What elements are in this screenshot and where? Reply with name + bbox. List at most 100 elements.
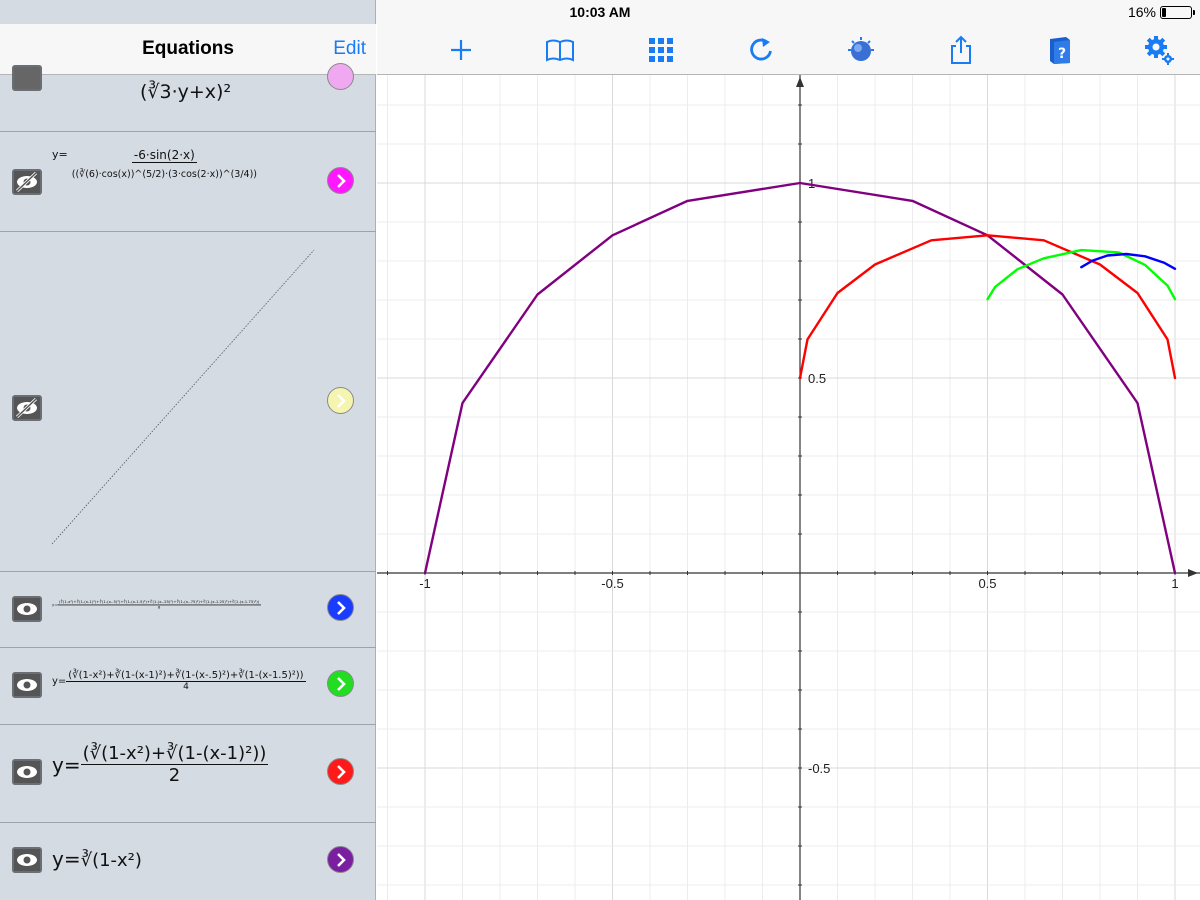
equation-fraction: (∛(1-x²)+∛(1-(x-1)²)+∛(1-(x-.5)²)+∛(1-(x… [57, 600, 261, 610]
y-tick-label: 0.5 [808, 371, 826, 386]
keypad-button[interactable] [643, 32, 679, 68]
visibility-toggle[interactable] [12, 596, 42, 622]
equation-text: (∛3·y+x)² [140, 81, 231, 103]
library-button[interactable] [542, 32, 578, 68]
reset-view-button[interactable] [743, 32, 779, 68]
battery-icon [1160, 5, 1195, 19]
eye-off-icon [14, 171, 40, 193]
graph-toolbar: ? [377, 24, 1200, 75]
equation-numerator: -6·sin(2·x) [131, 148, 197, 163]
equation-row[interactable]: y=∛(1-x²) [0, 823, 376, 900]
equations-nav-bar: Equations Edit [0, 24, 376, 75]
equation-text: y= (∛(1-x²)+∛(1-(x-1)²)+∛(1-(x-.5)²)+∛(1… [52, 670, 306, 692]
visibility-toggle[interactable] [12, 847, 42, 873]
eye-off-icon [14, 67, 40, 89]
visibility-toggle[interactable] [12, 672, 42, 698]
grid-icon [649, 38, 673, 62]
equation-row[interactable]: y= (∛(1-x²)+∛(1-(x-1)²)+∛(1-(x-.5)²)+∛(1… [0, 572, 376, 648]
help-book-icon: ? [1050, 37, 1070, 64]
equation-denominator: 8 [157, 605, 161, 610]
equation-row[interactable]: y= (∛(1-x²)+∛(1-(x-1)²)+∛(1-(x-.5)²)+∛(1… [0, 648, 376, 725]
equation-row[interactable] [0, 232, 376, 572]
x-tick-label: -1 [419, 576, 431, 591]
equation-fraction: -6·sin(2·x) ((∛(6)·cos(x))^(5/2)·(3·cos(… [70, 148, 259, 180]
equations-title: Equations [142, 38, 234, 59]
equation-row[interactable]: y= -6·sin(2·x) ((∛(6)·cos(x))^(5/2)·(3·c… [0, 132, 376, 232]
equation-prefix: y= [52, 602, 58, 608]
equations-panel: Equations Edit (∛3·y+x)² y= -6·sin(2·x) [0, 0, 376, 900]
equation-prefix: y= [52, 675, 67, 687]
equation-numerator: ∛(1-x²) [80, 850, 142, 871]
edit-equation-button[interactable] [327, 846, 354, 873]
add-equation-button[interactable] [443, 32, 479, 68]
share-button[interactable] [943, 32, 979, 68]
y-tick-label: 1 [808, 176, 815, 191]
equation-numerator: (∛(1-x²)+∛(1-(x-1)²)+∛(1-(x-.5)²)+∛(1-(x… [66, 670, 306, 682]
x-tick-label: 0.5 [978, 576, 996, 591]
equation-row[interactable]: (∛3·y+x)² [0, 63, 376, 132]
x-axis-arrow [1188, 569, 1198, 577]
edit-equation-button[interactable] [327, 167, 354, 194]
help-button[interactable]: ? [1042, 32, 1078, 68]
eye-icon [14, 761, 40, 783]
edit-equation-button[interactable] [327, 670, 354, 697]
chevron-right-icon [336, 676, 346, 691]
chevron-right-icon [336, 600, 346, 615]
edit-equation-button[interactable] [327, 387, 354, 414]
3d-view-button[interactable] [843, 32, 879, 68]
chevron-right-icon [336, 393, 346, 408]
battery-level [1162, 7, 1166, 17]
series-line-0 [423, 181, 1177, 575]
chevron-right-icon [336, 852, 346, 867]
equation-row[interactable]: y= (∛(1-x²)+∛(1-(x-1)²)) 2 [0, 725, 376, 823]
equation-numerator: (∛(1-x²)+∛(1-(x-1)²)) [80, 743, 269, 765]
equation-denominator: 2 [168, 765, 181, 786]
equation-numerator: (∛3·y+x)² [140, 81, 232, 103]
svg-text:?: ? [1058, 46, 1066, 62]
equation-numerator: (∛(1-x²)+∛(1-(x-1)²)+∛(1-(x-.5)²)+∛(1-(x… [57, 600, 261, 606]
equation-prefix: y= [52, 847, 81, 871]
visibility-toggle[interactable] [12, 395, 42, 421]
settings-icon [1145, 36, 1174, 65]
equation-prefix: y= [52, 148, 68, 161]
settings-button[interactable] [1141, 32, 1177, 68]
visibility-toggle[interactable] [12, 169, 42, 195]
plus-icon [451, 40, 471, 60]
refresh-icon [750, 38, 772, 61]
equation-text: y= (∛(1-x²)+∛(1-(x-1)²)) 2 [52, 743, 269, 786]
x-tick-label: -0.5 [601, 576, 623, 591]
eye-off-icon [14, 397, 40, 419]
equation-text: y= (∛(1-x²)+∛(1-(x-1)²)+∛(1-(x-.5)²)+∛(1… [52, 600, 261, 610]
equation-text: y= -6·sin(2·x) ((∛(6)·cos(x))^(5/2)·(3·c… [52, 148, 259, 180]
eye-icon [14, 598, 40, 620]
series-line-2 [986, 248, 1177, 301]
equation-prefix: y= [52, 752, 81, 777]
visibility-toggle[interactable] [12, 759, 42, 785]
battery-percent: 16% [1127, 4, 1156, 20]
edit-equation-button[interactable] [327, 63, 354, 90]
equation-denominator: 4 [183, 682, 189, 692]
book-icon [546, 39, 574, 62]
y-tick-label: -0.5 [808, 761, 830, 776]
graph-canvas[interactable]: -1 -0.5 0.5 1 1 0.5 -0.5 [377, 75, 1200, 900]
equation-denominator: ((∛(6)·cos(x))^(5/2)·(3·cos(2·x))^(3/4)) [71, 169, 258, 180]
share-icon [951, 35, 971, 64]
eye-icon [14, 849, 40, 871]
globe-icon [848, 37, 874, 61]
eye-icon [14, 674, 40, 696]
equation-text: y=∛(1-x²) [52, 847, 142, 871]
series-line-3 [1080, 252, 1177, 270]
tiny-equation-image [51, 249, 315, 545]
hidden-eye-toggle[interactable] [12, 65, 42, 91]
status-right: 16% [1127, 4, 1195, 20]
series-line-1 [798, 234, 1177, 380]
chevron-right-icon [336, 173, 346, 188]
x-tick-label: 1 [1171, 576, 1178, 591]
status-time: 10:03 AM [569, 4, 631, 20]
equation-fraction: (∛(1-x²)+∛(1-(x-1)²)+∛(1-(x-.5)²)+∛(1-(x… [66, 670, 306, 692]
equation-fraction: (∛(1-x²)+∛(1-(x-1)²)) 2 [80, 743, 269, 786]
y-axis-arrow [796, 77, 804, 87]
edit-button[interactable]: Edit [333, 38, 366, 59]
edit-equation-button[interactable] [327, 758, 354, 785]
edit-equation-button[interactable] [327, 594, 354, 621]
